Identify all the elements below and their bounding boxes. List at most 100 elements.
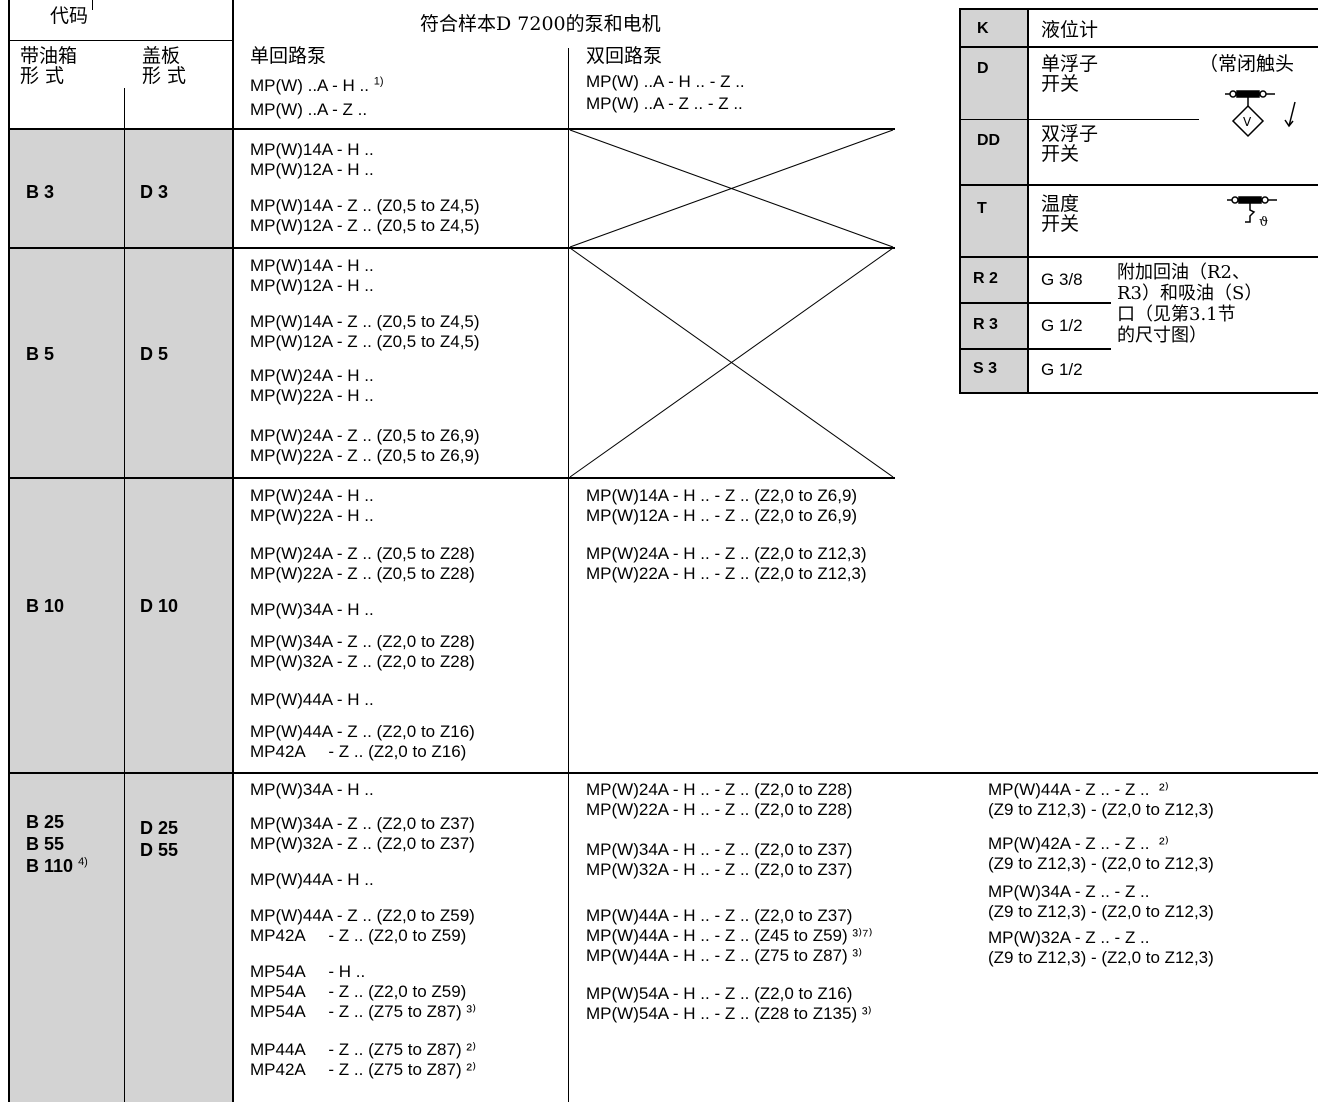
legend-rule-k — [961, 46, 1318, 48]
legend-text-t: 温度 开关 — [1041, 193, 1080, 235]
row-b10-single-3: MP(W)24A - Z .. (Z0,5 to Z28) — [250, 544, 475, 563]
row-b25-double-8: MP(W)54A - H .. - Z .. (Z2,0 to Z16) — [586, 984, 853, 1003]
row-b25-double-3: MP(W)34A - H .. - Z .. (Z2,0 to Z37) — [586, 840, 853, 859]
header-single-circuit: 单回路泵 — [250, 45, 327, 67]
row-b25-double-2: MP(W)22A - H .. - Z .. (Z2,0 to Z28) — [586, 800, 853, 819]
legend-code-k: K — [977, 20, 989, 37]
row-b25-tank-1: B 25 — [26, 812, 65, 832]
row-b25-single-1: MP(W)34A - H .. — [250, 780, 374, 799]
header-tank-type-2: 形 式 — [20, 65, 65, 87]
row-b5-single-2: MP(W)12A - H .. — [250, 276, 374, 295]
legend-text-dd: 双浮子 开关 — [1041, 123, 1099, 165]
code-column-shading — [10, 129, 232, 1102]
header-bottom-border — [8, 128, 895, 130]
row-b25-single-6: MP42A - Z .. (Z2,0 to Z59) — [250, 926, 467, 945]
row-b25-double2-8: (Z9 to Z12,3) - (Z2,0 to Z12,3) — [988, 948, 1214, 967]
row-b25-double-6: MP(W)44A - H .. - Z .. (Z45 to Z59) ³⁾⁷⁾ — [586, 926, 873, 945]
legend-text-d: 单浮子 开关 — [1041, 53, 1099, 95]
header-single-line-2: MP(W) ..A - Z .. — [250, 100, 368, 119]
row-b10-single-6: MP(W)34A - Z .. (Z2,0 to Z28) — [250, 632, 475, 651]
row-b3-tank: B 3 — [26, 182, 55, 202]
row-b5-single-3: MP(W)14A - Z .. (Z0,5 to Z4,5) — [250, 312, 480, 331]
row-b5-single-6: MP(W)22A - H .. — [250, 386, 374, 405]
legend-text-k: 液位计 — [1041, 19, 1099, 41]
row-b10-single-5: MP(W)34A - H .. — [250, 600, 374, 619]
header-single-line-1: MP(W) ..A - H .. 1) — [250, 76, 384, 96]
row-b25-single-5: MP(W)44A - Z .. (Z2,0 to Z59) — [250, 906, 475, 925]
row-b5-single-7: MP(W)24A - Z .. (Z0,5 to Z6,9) — [250, 426, 480, 445]
legend-code-r2: R 2 — [973, 270, 998, 287]
row-b25-single-7: MP54A - H .. — [250, 962, 366, 981]
row-b3-bottom — [8, 247, 895, 249]
row-b25-cover-2: D 55 — [140, 840, 179, 860]
legend-rule-dd — [961, 184, 1318, 186]
row-b3-cover: D 3 — [140, 182, 169, 202]
header-code-underline — [8, 40, 232, 41]
header-double-line-1: MP(W) ..A - H .. - Z .. — [586, 72, 745, 91]
row-b25-single-3: MP(W)32A - Z .. (Z2,0 to Z37) — [250, 834, 475, 853]
row-b3-single-3: MP(W)14A - Z .. (Z0,5 to Z4,5) — [250, 196, 480, 215]
legend-column-divider — [1027, 10, 1029, 392]
row-b25-single-8: MP54A - Z .. (Z2,0 to Z59) — [250, 982, 467, 1001]
row-b10-double-4: MP(W)22A - H .. - Z .. (Z2,0 to Z12,3) — [586, 564, 867, 583]
row-b25-double2-3: MP(W)42A - Z .. - Z .. ²⁾ — [988, 834, 1169, 853]
row-b10-single-7: MP(W)32A - Z .. (Z2,0 to Z28) — [250, 652, 475, 671]
header-code: 代码 — [50, 5, 89, 27]
legend-code-t: T — [977, 200, 987, 217]
svg-text:V: V — [1243, 115, 1252, 129]
row-b25-double-9: MP(W)54A - H .. - Z .. (Z28 to Z135) ³⁾ — [586, 1004, 872, 1023]
pump-divider — [568, 48, 569, 1102]
header-motor-pump: 符合样本D 7200的泵和电机 — [420, 13, 661, 35]
header-double-circuit: 双回路泵 — [586, 45, 663, 67]
code-right-border — [232, 0, 234, 1102]
row-b10-double-1: MP(W)14A - H .. - Z .. (Z2,0 to Z6,9) — [586, 486, 858, 505]
temperature-switch-symbol-icon: ϑ — [1227, 196, 1277, 230]
row-b10-single-8: MP(W)44A - H .. — [250, 690, 374, 709]
row-b25-double-1: MP(W)24A - H .. - Z .. (Z2,0 to Z28) — [586, 780, 853, 799]
row-b25-double-7: MP(W)44A - H .. - Z .. (Z75 to Z87) ³⁾ — [586, 946, 863, 965]
row-b10-single-1: MP(W)24A - H .. — [250, 486, 374, 505]
row-b25-cover-1: D 25 — [140, 818, 179, 838]
row-b10-single-2: MP(W)22A - H .. — [250, 506, 374, 525]
row-b25-single-9: MP54A - Z .. (Z75 to Z87) ³⁾ — [250, 1002, 477, 1021]
row-b25-single-10: MP44A - Z .. (Z75 to Z87) ²⁾ — [250, 1040, 477, 1059]
row-b5-bottom — [8, 477, 895, 479]
header-double-line-2: MP(W) ..A - Z .. - Z .. — [586, 94, 743, 113]
row-b10-single-4: MP(W)22A - Z .. (Z0,5 to Z28) — [250, 564, 475, 583]
row-b25-double2-7: MP(W)32A - Z .. - Z .. — [988, 928, 1150, 947]
row-b5-tank: B 5 — [26, 344, 55, 364]
row-b10-single-10: MP42A - Z .. (Z2,0 to Z16) — [250, 742, 467, 761]
legend-ports-note: 附加回油（R2、 R3）和吸油（S） 口（见第3.1节 的尺寸图） — [1117, 262, 1263, 346]
legend-code-dd: DD — [977, 132, 1001, 149]
row-b25-double-4: MP(W)32A - H .. - Z .. (Z2,0 to Z37) — [586, 860, 853, 879]
header-tick — [92, 0, 93, 10]
row-b5-single-5: MP(W)24A - H .. — [250, 366, 374, 385]
code-divider — [124, 88, 125, 1102]
row-b25-double2-5: MP(W)34A - Z .. - Z .. — [988, 882, 1150, 901]
row-b25-tank-3: B 110 4) — [26, 856, 88, 877]
row-b5-single-1: MP(W)14A - H .. — [250, 256, 374, 275]
row-b10-double-3: MP(W)24A - H .. - Z .. (Z2,0 to Z12,3) — [586, 544, 867, 563]
row-b10-bottom — [8, 772, 1318, 774]
footnote-4: 4) — [78, 856, 88, 868]
legend-box: K 液位计 D 单浮子 开关 （常闭触头 DD 双浮子 开关 T 温度 开关 R… — [959, 8, 1318, 394]
row-b25-single-2: MP(W)34A - Z .. (Z2,0 to Z37) — [250, 814, 475, 833]
legend-size-s3: G 1/2 — [1041, 360, 1083, 379]
float-switch-symbol-icon: V — [1225, 90, 1296, 138]
legend-rule-r3 — [961, 348, 1111, 350]
legend-size-r3: G 1/2 — [1041, 316, 1083, 335]
legend-code-r3: R 3 — [973, 316, 998, 333]
table-left-border — [8, 0, 10, 1102]
row-b5-single-4: MP(W)12A - Z .. (Z0,5 to Z4,5) — [250, 332, 480, 351]
row-b25-double2-2: (Z9 to Z12,3) - (Z2,0 to Z12,3) — [988, 800, 1214, 819]
row-b10-tank: B 10 — [26, 596, 65, 616]
row-b25-single-4: MP(W)44A - H .. — [250, 870, 374, 889]
row-b10-double-2: MP(W)12A - H .. - Z .. (Z2,0 to Z6,9) — [586, 506, 858, 525]
row-b25-tank-3-text: B 110 — [26, 856, 74, 876]
row-b25-double2-1: MP(W)44A - Z .. - Z .. ²⁾ — [988, 780, 1169, 799]
row-b5-cover: D 5 — [140, 344, 169, 364]
header-cover-type-1: 盖板 — [142, 45, 181, 67]
legend-rule-r2 — [961, 302, 1111, 304]
header-cover-type-2: 形 式 — [142, 65, 187, 87]
